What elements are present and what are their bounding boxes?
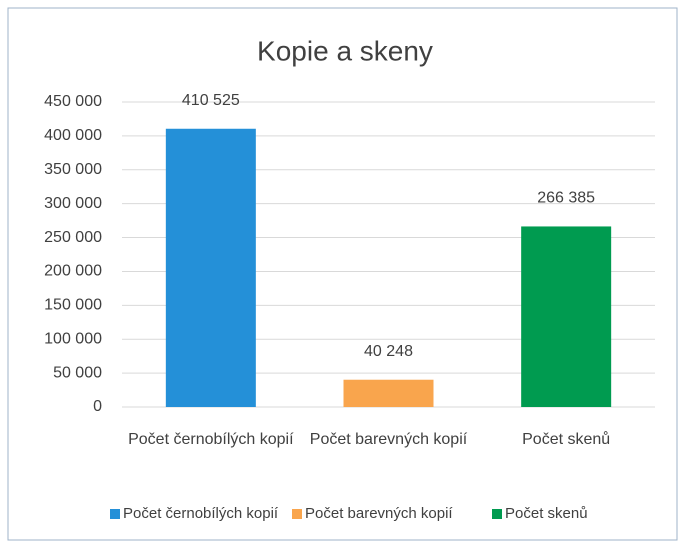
y-tick-label: 400 000	[44, 127, 102, 144]
legend-label: Počet skenů	[505, 505, 588, 522]
bar	[165, 128, 256, 407]
y-tick-label: 200 000	[44, 263, 102, 280]
y-tick-label: 350 000	[44, 161, 102, 178]
legend-swatch	[292, 509, 302, 519]
x-tick-label: Počet černobílých kopií	[128, 431, 294, 448]
y-tick-label: 50 000	[53, 364, 102, 381]
y-tick-label: 300 000	[44, 195, 102, 212]
y-tick-label: 250 000	[44, 229, 102, 246]
data-label: 266 385	[537, 190, 595, 207]
legend-swatch	[492, 509, 502, 519]
x-tick-label: Počet barevných kopií	[309, 431, 468, 448]
bar	[343, 379, 434, 407]
y-tick-label: 100 000	[44, 330, 102, 347]
legend-label: Počet barevných kopií	[305, 505, 453, 522]
y-tick-label: 0	[93, 398, 102, 415]
data-label: 410 525	[182, 92, 240, 109]
chart-title: Kopie a skeny	[257, 35, 433, 66]
legend-swatch	[110, 509, 120, 519]
legend-label: Počet černobílých kopií	[123, 505, 279, 522]
data-label: 40 248	[364, 343, 413, 360]
x-tick-label: Počet skenů	[522, 431, 611, 448]
y-tick-label: 150 000	[44, 297, 102, 314]
y-tick-label: 450 000	[44, 93, 102, 110]
bar	[521, 226, 612, 407]
